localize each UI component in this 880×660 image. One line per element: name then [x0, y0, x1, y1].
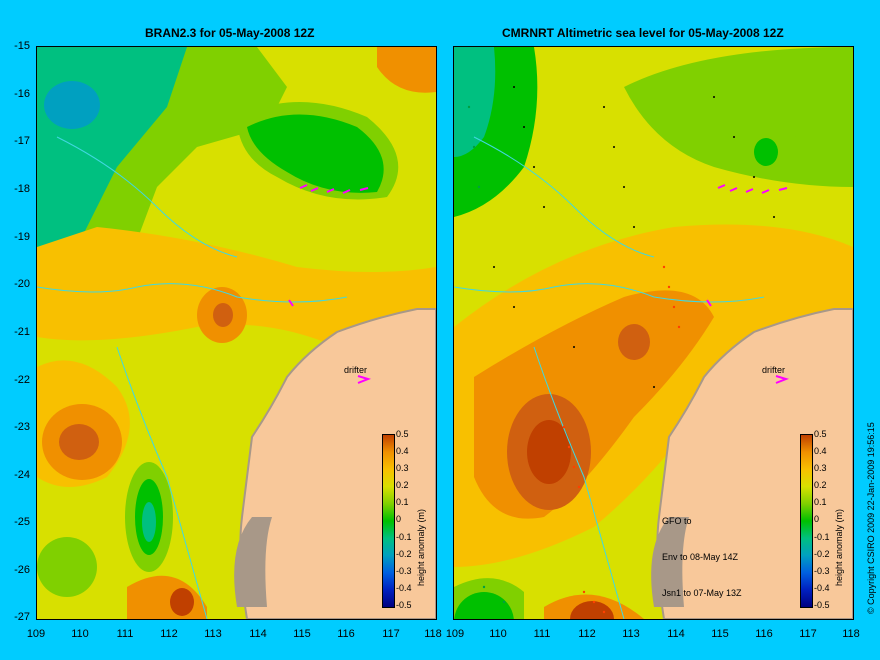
x-tick-label: 113	[204, 628, 222, 640]
satellite-note-line: Jsn1 to 07-May 13Z	[662, 588, 742, 598]
satellite-note-line: Env to 08-May 14Z	[662, 552, 739, 562]
x-tick-label: 111	[116, 628, 134, 640]
x-tick-label: 114	[667, 628, 685, 640]
x-tick-label: 116	[755, 628, 773, 640]
y-tick-label: -15	[14, 40, 30, 52]
y-tick-label: -16	[14, 88, 30, 100]
drifter-track-cmrnrt	[706, 184, 790, 384]
colorbar-tick: 0.1	[814, 497, 827, 507]
drifter-label-right: drifter	[762, 365, 786, 375]
colorbar-left	[382, 434, 395, 608]
colorbar-tick: -0.2	[814, 549, 830, 559]
x-tick-label: 115	[293, 628, 311, 640]
colorbar-tick: 0.2	[814, 480, 827, 490]
y-tick-label: -26	[14, 564, 30, 576]
drifter-track-bran	[288, 184, 372, 384]
colorbar-right	[800, 434, 813, 608]
colorbar-tick: -0.5	[396, 600, 412, 610]
x-tick-label: 110	[489, 628, 507, 640]
y-tick-label: -19	[14, 231, 30, 243]
colorbar-label-left: height anomaly (m)	[416, 508, 426, 586]
x-tick-label: 111	[533, 628, 551, 640]
panel-title-cmrnrt: CMRNRT Altimetric sea level for 05-May-2…	[502, 26, 784, 40]
colorbar-tick: -0.2	[396, 549, 412, 559]
colorbar-tick: -0.3	[396, 566, 412, 576]
x-tick-label: 117	[799, 628, 817, 640]
colorbar-tick: -0.1	[814, 532, 830, 542]
y-tick-label: -22	[14, 374, 30, 386]
colorbar-tick: 0	[396, 514, 402, 524]
map-bran-svg	[37, 47, 436, 619]
drifter-label-left: drifter	[344, 365, 368, 375]
colorbar-tick: 0.1	[396, 497, 409, 507]
colorbar-tick: 0.4	[396, 446, 409, 456]
colorbar-tick: 0.3	[396, 463, 409, 473]
y-tick-label: -23	[14, 421, 30, 433]
colorbar-tick: -0.1	[396, 532, 412, 542]
x-tick-label: 116	[337, 628, 355, 640]
y-tick-label: -27	[14, 611, 30, 623]
colorbar-tick: -0.3	[814, 566, 830, 576]
x-tick-label: 118	[842, 628, 860, 640]
colorbar-label-right: height anomaly (m)	[834, 508, 844, 586]
x-tick-label: 110	[71, 628, 89, 640]
y-tick-label: -17	[14, 135, 30, 147]
satellite-note: GFO to Env to 08-May 14Z Jsn1 to 07-May …	[662, 491, 742, 611]
colorbar-tick: 0	[814, 514, 820, 524]
colorbar-tick: 0.5	[396, 429, 409, 439]
x-tick-label: 109	[445, 628, 465, 640]
colorbar-tick: 0.4	[814, 446, 827, 456]
x-tick-label: 118	[424, 628, 442, 640]
x-tick-label: 115	[711, 628, 729, 640]
panel-title-bran: BRAN2.3 for 05-May-2008 12Z	[145, 26, 315, 40]
y-tick-label: -20	[14, 278, 30, 290]
x-tick-label: 112	[578, 628, 596, 640]
y-tick-label: -24	[14, 469, 30, 481]
x-tick-label: 113	[622, 628, 640, 640]
colorbar-tick: -0.4	[396, 583, 412, 593]
x-tick-label: 109	[26, 628, 46, 640]
satellite-note-line: GFO to	[662, 516, 692, 526]
y-tick-label: -21	[14, 326, 30, 338]
colorbar-tick: 0.3	[814, 463, 827, 473]
y-tick-label: -18	[14, 183, 30, 195]
x-tick-label: 117	[382, 628, 400, 640]
colorbar-tick: -0.5	[814, 600, 830, 610]
colorbar-tick: 0.2	[396, 480, 409, 490]
x-tick-label: 112	[160, 628, 178, 640]
copyright-notice: © Copyright CSIRO 2009 22-Jan-2009 19:56…	[866, 422, 876, 614]
map-panel-bran	[36, 46, 437, 620]
x-tick-label: 114	[249, 628, 267, 640]
colorbar-tick: 0.5	[814, 429, 827, 439]
colorbar-tick: -0.4	[814, 583, 830, 593]
y-tick-label: -25	[14, 516, 30, 528]
